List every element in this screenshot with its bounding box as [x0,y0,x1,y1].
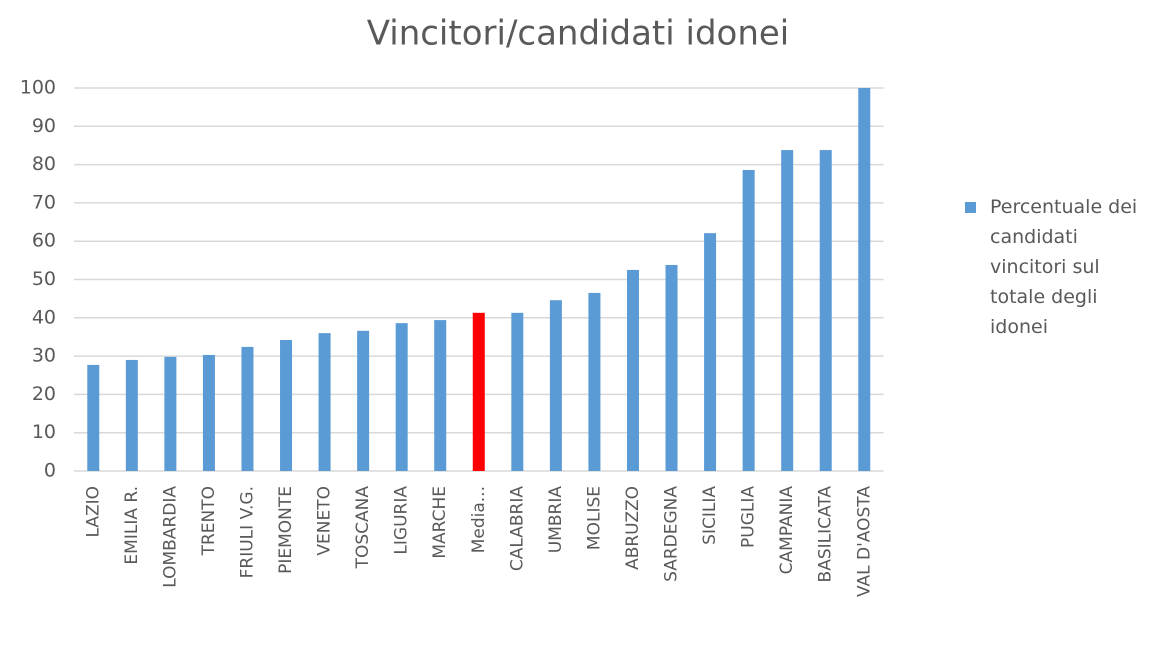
x-tick-label: LAZIO [83,486,103,538]
x-tick-label: MARCHE [430,486,450,559]
bar [704,233,717,471]
legend-swatch [965,202,976,213]
bar [472,312,485,471]
x-tick-label: MOLISE [584,486,604,550]
y-tick-label: 40 [32,306,56,328]
x-tick-label: TOSCANA [353,486,373,570]
x-tick-label: ABRUZZO [623,486,643,570]
x-tick-label: VENETO [315,486,335,556]
x-tick-label: BASILICATA [816,486,836,583]
bar [742,169,755,471]
bar [665,264,678,471]
y-tick-label: 0 [44,460,56,482]
x-tick-label: VAL D'AOSTA [854,486,874,597]
bar [781,150,794,471]
x-tick-label: PIEMONTE [276,486,296,574]
bar [241,346,254,471]
bar [626,269,639,471]
legend-label: Percentuale dei candidati vincitori sul … [990,196,1138,338]
bar [858,88,871,471]
y-tick-label: 20 [32,383,56,405]
x-tick-label: TRENTO [199,486,219,556]
x-tick-label: CAMPANIA [777,486,797,575]
x-tick-label: SICILIA [700,486,720,545]
x-tick-label: Media... [469,486,489,553]
x-tick-label: CALABRIA [507,486,527,571]
y-tick-label: 10 [32,421,56,443]
y-tick-label: 60 [32,230,56,252]
bar [164,356,177,471]
chart-title: Vincitori/candidati idonei [367,14,790,54]
y-tick-label: 80 [32,153,56,175]
y-tick-label: 30 [32,345,56,367]
y-tick-label: 90 [32,115,56,137]
x-tick-label: LIGURIA [392,486,412,555]
x-tick-label: EMILIA R. [122,486,142,565]
bar [588,292,601,471]
bar [395,323,408,471]
y-tick-label: 100 [20,77,56,99]
y-tick-label: 50 [32,268,56,290]
y-tick-label: 70 [32,191,56,213]
bar [87,364,100,471]
bar [357,330,370,471]
bar [125,359,138,471]
x-tick-label: SARDEGNA [662,486,682,582]
x-tick-label: UMBRIA [546,486,566,554]
bar [819,150,832,471]
x-tick-label: FRIULI V.G. [237,486,257,578]
bar [202,354,215,471]
x-tick-label: PUGLIA [739,486,759,548]
bar [434,320,447,471]
bar [280,340,293,471]
bar [318,333,331,471]
x-tick-label: LOMBARDIA [160,486,180,588]
bar [511,312,524,471]
bar [549,300,562,471]
